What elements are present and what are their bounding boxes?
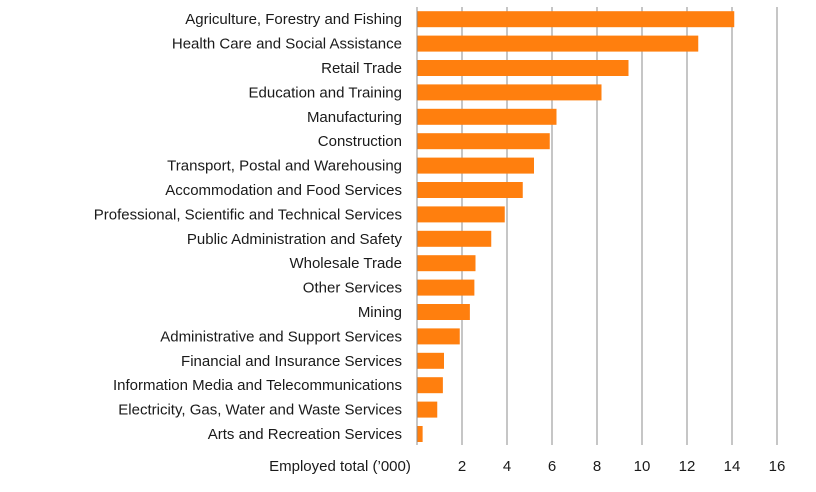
bar-retail-trade bbox=[417, 60, 629, 76]
bar-administrative-and-support-services bbox=[417, 328, 460, 345]
bar-accommodation-and-food-services bbox=[417, 182, 523, 198]
x-tick-labels: 2 4 6 8 10 12 14 16 bbox=[458, 458, 786, 475]
category-label-retail-trade: Retail Trade bbox=[321, 60, 402, 77]
category-label-information-media-and-telecommunications: Information Media and Telecommunications bbox=[113, 377, 402, 394]
bar-manufacturing bbox=[417, 108, 557, 125]
x-tick-label-14: 14 bbox=[724, 458, 741, 475]
category-label-manufacturing: Manufacturing bbox=[307, 109, 402, 126]
bar-financial-and-insurance-services bbox=[417, 352, 444, 369]
x-tick-label-16: 16 bbox=[769, 458, 786, 475]
category-label-education-and-training: Education and Training bbox=[249, 84, 402, 101]
x-tick-label-4: 4 bbox=[503, 458, 511, 475]
category-label-transport-postal-and-warehousing: Transport, Postal and Warehousing bbox=[167, 158, 402, 175]
x-axis-label: Employed total (’000) bbox=[269, 458, 411, 475]
category-label-agriculture-forestry-and-fishing: Agriculture, Forestry and Fishing bbox=[185, 11, 402, 28]
category-label-professional-scientific-and-technical-services: Professional, Scientific and Technical S… bbox=[94, 206, 402, 223]
category-label-accommodation-and-food-services: Accommodation and Food Services bbox=[165, 182, 402, 199]
category-labels: Agriculture, Forestry and Fishing Health … bbox=[94, 11, 403, 443]
category-label-construction: Construction bbox=[318, 133, 402, 150]
bar-transport-postal-and-warehousing bbox=[417, 157, 534, 174]
bar-arts-and-recreation-services bbox=[417, 426, 423, 442]
x-tick-label-2: 2 bbox=[458, 458, 466, 475]
x-tick-label-6: 6 bbox=[548, 458, 556, 475]
category-label-mining: Mining bbox=[358, 304, 402, 321]
bar-education-and-training bbox=[417, 84, 602, 101]
category-label-arts-and-recreation-services: Arts and Recreation Services bbox=[208, 426, 402, 443]
bar-electricity-gas-water-and-waste-services bbox=[417, 401, 438, 418]
bar-health-care-and-social-assistance bbox=[417, 35, 699, 52]
category-label-financial-and-insurance-services: Financial and Insurance Services bbox=[181, 353, 402, 370]
category-label-health-care-and-social-assistance: Health Care and Social Assistance bbox=[172, 36, 402, 53]
bar-professional-scientific-and-technical-services bbox=[417, 206, 505, 223]
x-tick-label-8: 8 bbox=[593, 458, 601, 475]
category-label-electricity-gas-water-and-waste-services: Electricity, Gas, Water and Waste Servic… bbox=[118, 402, 402, 419]
bar-mining bbox=[417, 304, 470, 320]
category-label-public-administration-and-safety: Public Administration and Safety bbox=[187, 231, 403, 248]
category-label-other-services: Other Services bbox=[303, 280, 402, 297]
bars bbox=[417, 11, 735, 442]
category-label-wholesale-trade: Wholesale Trade bbox=[289, 255, 402, 272]
bar-information-media-and-telecommunications bbox=[417, 377, 443, 394]
x-tick-label-12: 12 bbox=[679, 458, 696, 475]
bar-public-administration-and-safety bbox=[417, 230, 492, 247]
x-tick-label-10: 10 bbox=[634, 458, 651, 475]
gridlines bbox=[461, 7, 778, 445]
bar-agriculture-forestry-and-fishing bbox=[417, 11, 735, 28]
bar-construction bbox=[417, 133, 550, 150]
bar-wholesale-trade bbox=[417, 255, 476, 272]
category-label-administrative-and-support-services: Administrative and Support Services bbox=[160, 328, 402, 345]
bar-other-services bbox=[417, 279, 475, 296]
